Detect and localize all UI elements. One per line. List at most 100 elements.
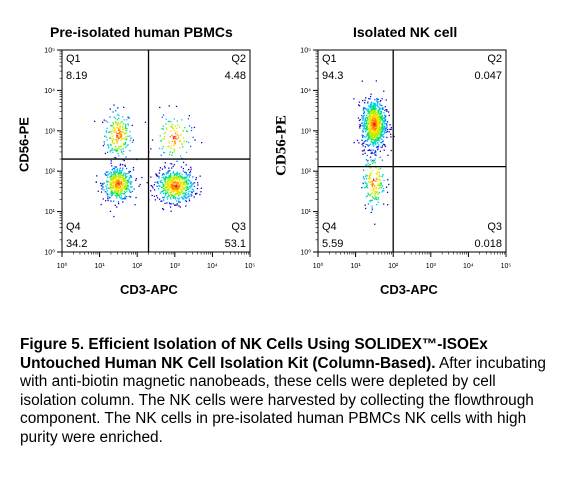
y-tick-label: 10⁴ xyxy=(300,88,311,95)
data-point xyxy=(374,185,376,187)
data-point xyxy=(150,184,152,187)
data-point xyxy=(176,179,179,181)
data-point xyxy=(379,113,381,115)
data-point xyxy=(373,190,376,193)
data-point xyxy=(167,171,169,173)
data-point xyxy=(378,134,380,136)
data-point xyxy=(121,190,123,192)
data-point xyxy=(378,118,380,120)
data-point xyxy=(107,121,109,123)
data-point xyxy=(386,191,389,193)
data-point xyxy=(122,176,124,178)
data-point xyxy=(368,128,370,131)
data-point xyxy=(378,136,381,139)
data-point xyxy=(123,193,126,195)
data-point xyxy=(119,130,121,132)
data-point xyxy=(124,165,126,167)
data-point xyxy=(375,154,377,156)
data-point xyxy=(129,139,131,141)
data-point xyxy=(102,198,104,200)
data-point xyxy=(174,187,176,189)
data-point xyxy=(175,196,177,199)
data-point xyxy=(120,189,123,192)
data-point xyxy=(381,141,384,143)
data-point xyxy=(100,191,103,193)
data-point xyxy=(366,195,368,197)
data-point xyxy=(364,146,366,148)
data-point xyxy=(368,119,370,121)
data-point xyxy=(378,184,380,186)
data-point xyxy=(190,190,192,193)
data-point xyxy=(370,136,372,138)
data-point xyxy=(376,191,378,193)
data-point xyxy=(112,111,114,113)
data-point xyxy=(385,99,387,101)
data-point xyxy=(144,121,147,123)
data-point xyxy=(133,188,135,190)
data-point xyxy=(161,186,163,189)
data-point xyxy=(370,108,372,111)
data-point xyxy=(381,146,383,148)
data-point xyxy=(150,176,152,178)
data-point xyxy=(113,175,115,177)
data-point xyxy=(113,149,115,151)
data-point xyxy=(371,108,374,111)
data-point xyxy=(374,116,376,118)
data-point xyxy=(375,120,377,122)
data-point xyxy=(158,175,160,178)
data-point xyxy=(370,129,373,131)
data-point xyxy=(187,192,189,194)
data-point xyxy=(121,188,123,191)
data-point xyxy=(160,200,162,202)
data-point xyxy=(121,126,124,129)
data-point xyxy=(121,170,123,172)
data-point xyxy=(362,145,364,147)
data-point xyxy=(384,127,386,129)
data-point xyxy=(120,172,122,174)
data-point xyxy=(387,154,389,156)
data-point xyxy=(366,109,368,111)
data-point xyxy=(122,153,124,155)
data-point xyxy=(182,185,184,187)
data-point xyxy=(123,132,125,134)
data-point xyxy=(168,202,171,204)
data-point xyxy=(371,124,373,126)
data-point xyxy=(118,172,121,174)
data-point xyxy=(362,169,365,171)
data-point xyxy=(112,141,114,144)
data-point xyxy=(368,134,370,136)
data-point xyxy=(366,187,369,189)
data-point xyxy=(378,175,380,178)
data-point xyxy=(182,137,185,139)
data-point xyxy=(130,191,132,193)
data-point xyxy=(146,182,148,184)
data-point xyxy=(112,167,114,170)
data-point xyxy=(381,130,383,132)
data-point xyxy=(114,166,116,168)
data-point xyxy=(169,186,171,188)
data-point xyxy=(165,188,167,190)
data-point xyxy=(162,145,164,148)
data-point xyxy=(123,172,125,174)
quadrant-percent: 53.1 xyxy=(225,238,246,250)
data-point xyxy=(114,190,116,192)
data-point xyxy=(158,185,160,187)
data-point xyxy=(127,144,129,146)
data-point xyxy=(377,142,379,144)
data-point xyxy=(373,178,375,180)
data-point xyxy=(113,200,115,202)
data-point xyxy=(166,176,168,179)
data-point xyxy=(113,179,115,181)
data-point xyxy=(129,150,131,152)
data-point xyxy=(117,114,119,116)
data-point xyxy=(159,192,162,194)
data-point xyxy=(115,183,118,186)
data-point xyxy=(167,177,169,179)
data-point xyxy=(106,127,108,129)
data-point xyxy=(162,184,164,186)
data-point xyxy=(125,156,127,158)
data-point xyxy=(375,146,378,149)
data-point xyxy=(161,191,164,193)
data-point xyxy=(362,130,364,132)
data-point xyxy=(374,106,376,108)
